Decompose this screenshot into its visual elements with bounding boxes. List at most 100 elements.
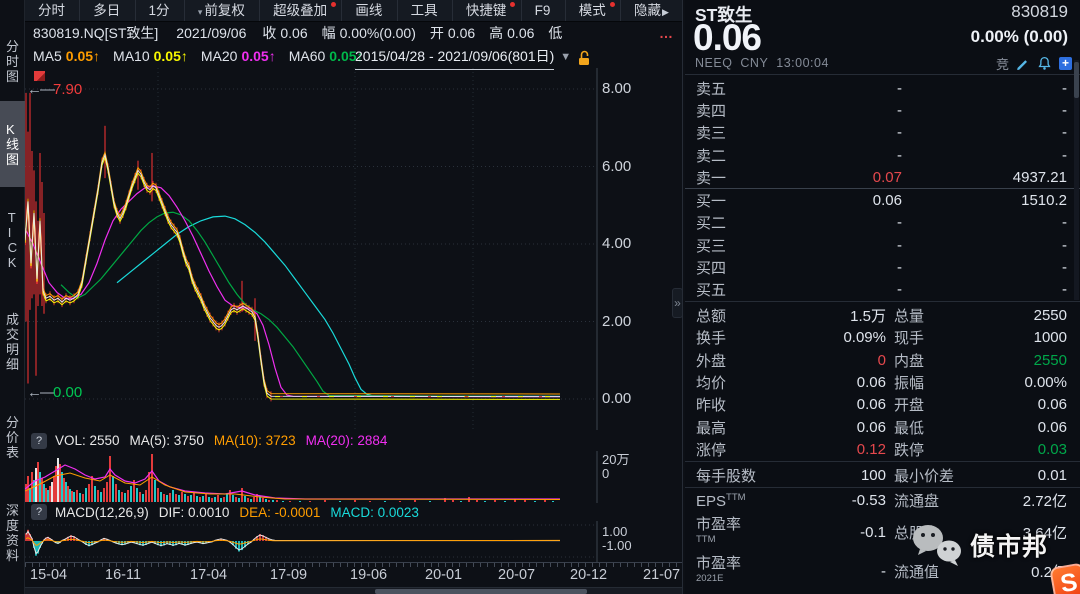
order-book-volume: - — [1062, 259, 1067, 277]
stat-value: 0.00% — [1024, 373, 1067, 391]
stat-label: 市盈率2021E — [696, 554, 742, 584]
stat-label: 内盘 — [894, 352, 925, 370]
order-book-row-卖三[interactable]: 卖三 - - — [685, 122, 1080, 144]
stat-label: 每手股数 — [696, 467, 757, 485]
menu-item-模式[interactable]: 模式 — [564, 0, 619, 21]
info-field-label: 开 — [429, 25, 444, 41]
sidebar-item-深度资料[interactable]: 深度资料 — [5, 503, 19, 563]
order-book-row-卖五[interactable]: 卖五 - - — [685, 77, 1080, 99]
panel-collapse-handle[interactable]: » — [672, 288, 683, 318]
order-book-row-买一[interactable]: 买一 0.06 1510.2 — [685, 189, 1080, 211]
macd-pane[interactable]: 1.00 -1.00 — [25, 521, 682, 562]
date-range-selector[interactable]: 2015/04/28 - 2021/09/06(801日) — [355, 45, 555, 70]
stat-label: 最小价差 — [894, 467, 955, 485]
order-book-volume: - — [1062, 146, 1067, 164]
date-label: 2021/09/06 — [176, 25, 247, 41]
chevron-down-icon[interactable]: ▼ — [560, 51, 572, 63]
price-change: 0.00% (0.00) — [970, 27, 1068, 46]
menu-item-画线[interactable]: 画线 — [341, 0, 395, 21]
horizontal-scrollbar[interactable] — [25, 587, 682, 594]
info-field-value: 0.06 — [447, 25, 476, 41]
order-book-row-买五[interactable]: 买五 - - — [685, 279, 1080, 301]
ma-value: 0.05↑ — [241, 48, 276, 64]
info-field-value: 0.00%(0.00) — [339, 25, 416, 41]
scrollbar-thumb[interactable] — [375, 589, 587, 594]
volume-ymin-label: 0 — [602, 466, 610, 481]
stat-value: 2550 — [1033, 351, 1067, 369]
macd-ymin-label: -1.00 — [602, 538, 632, 553]
menu-item-分时[interactable]: 分时 — [38, 3, 65, 18]
lot-info-row: 每手股数 100 最小价差 0.01 — [685, 463, 1080, 487]
x-axis-tick: 17-09 — [270, 567, 308, 583]
sidebar-item-分价表[interactable]: 分价表 — [5, 414, 19, 460]
stat-label: 外盘 — [696, 352, 727, 370]
volume-ymax-label: 20万 — [602, 452, 630, 467]
notification-dot — [609, 2, 615, 7]
ma-label: MA5 — [33, 48, 62, 64]
volume-pane[interactable]: 20万 0 — [25, 451, 682, 503]
info-field-label: 高 — [489, 25, 504, 41]
unlock-icon[interactable] — [577, 50, 591, 66]
ma-label: MA10 — [113, 48, 150, 64]
stat-label: 昨收 — [696, 397, 727, 415]
menu-item-快捷键[interactable]: 快捷键 — [451, 0, 520, 21]
order-book-row-卖四[interactable]: 卖四 - - — [685, 99, 1080, 121]
fundamentals-row: EPSTTM -0.53 流通盘 2.72亿 — [685, 489, 1080, 513]
order-book-row-买三[interactable]: 买三 - - — [685, 234, 1080, 256]
sidebar-item-分时图[interactable]: 分时图 — [5, 38, 19, 84]
stats-row: 昨收 0.06 开盘 0.06 — [685, 394, 1080, 416]
stat-label: 均价 — [696, 374, 727, 392]
stat-value: - — [881, 562, 886, 580]
order-book-level-label: 买四 — [696, 260, 727, 278]
order-book-volume: - — [1062, 214, 1067, 232]
fundamentals-grid: EPSTTM -0.53 流通盘 2.72亿 市盈率TTM -0.1 总股本 3.64亿 市盈率… — [685, 489, 1080, 594]
stat-label: 涨停 — [696, 442, 727, 460]
order-book-row-卖二[interactable]: 卖二 - - — [685, 144, 1080, 166]
order-book-price: 0.07 — [872, 168, 902, 186]
auction-label: 竞 — [995, 57, 1009, 72]
info-field-label: 幅 — [321, 25, 336, 41]
stat-value: 0.12 — [856, 441, 886, 459]
macd-ymax-label: 1.00 — [602, 524, 628, 539]
lot-row: 每手股数 100 最小价差 0.01 — [685, 465, 1080, 486]
main-chart[interactable]: 8.00 6.00 4.00 2.00 0.00 ←—7.90 ←—0.00 — [25, 68, 682, 430]
help-icon[interactable]: ? — [31, 432, 47, 449]
menu-item-超级叠加[interactable]: 超级叠加 — [259, 0, 340, 21]
add-to-watchlist-button[interactable]: + — [1059, 57, 1072, 70]
stat-label: 开盘 — [894, 397, 925, 415]
x-axis-tick: 16-11 — [105, 567, 142, 583]
order-book-level-label: 卖三 — [696, 125, 727, 143]
panel-scrollbar-thumb[interactable] — [1074, 62, 1079, 98]
order-book-row-买二[interactable]: 买二 - - — [685, 212, 1080, 234]
menu-item-前复权[interactable]: ▾ 前复权 — [183, 0, 258, 21]
order-book-price: - — [897, 236, 902, 254]
x-axis-tick: 20-07 — [498, 567, 536, 583]
menu-item-多日[interactable]: 多日 — [79, 0, 133, 21]
order-book-row-卖一[interactable]: 卖一 0.07 4937.21 — [685, 166, 1080, 190]
stats-row: 最高 0.06 最低 0.06 — [685, 416, 1080, 438]
x-axis-tick: 20-12 — [570, 567, 608, 583]
ma-label: MA60 — [288, 48, 326, 64]
panel-scrollbar[interactable] — [1074, 60, 1079, 300]
menu-item-F9[interactable]: F9 — [520, 0, 564, 21]
sidebar-item-成交明细[interactable]: 成交明细 — [5, 312, 19, 372]
pane-stat-label: MA(5): 3750 — [129, 433, 204, 448]
menu-item-隐藏[interactable]: 隐藏▶ — [619, 0, 682, 21]
more-ellipsis[interactable]: … — [659, 25, 674, 41]
order-book-row-买四[interactable]: 买四 - - — [685, 256, 1080, 278]
bell-icon[interactable] — [1037, 56, 1052, 71]
pencil-icon[interactable] — [1016, 57, 1030, 71]
menu-item-1分[interactable]: 1分 — [134, 0, 183, 21]
menu-item-工具[interactable]: 工具 — [396, 0, 451, 21]
ma-value: 0.05↑ — [329, 48, 364, 64]
stat-label: 总量 — [894, 307, 925, 325]
symbol-label: 830819.NQ[ST致生] — [33, 25, 159, 41]
help-icon[interactable]: ? — [31, 504, 47, 520]
stat-label: 总股本 — [894, 524, 940, 542]
stats-row: 均价 0.06 振幅 0.00% — [685, 371, 1080, 393]
kline-canvas[interactable] — [25, 68, 682, 430]
y-axis-tick: 6.00 — [602, 157, 632, 175]
